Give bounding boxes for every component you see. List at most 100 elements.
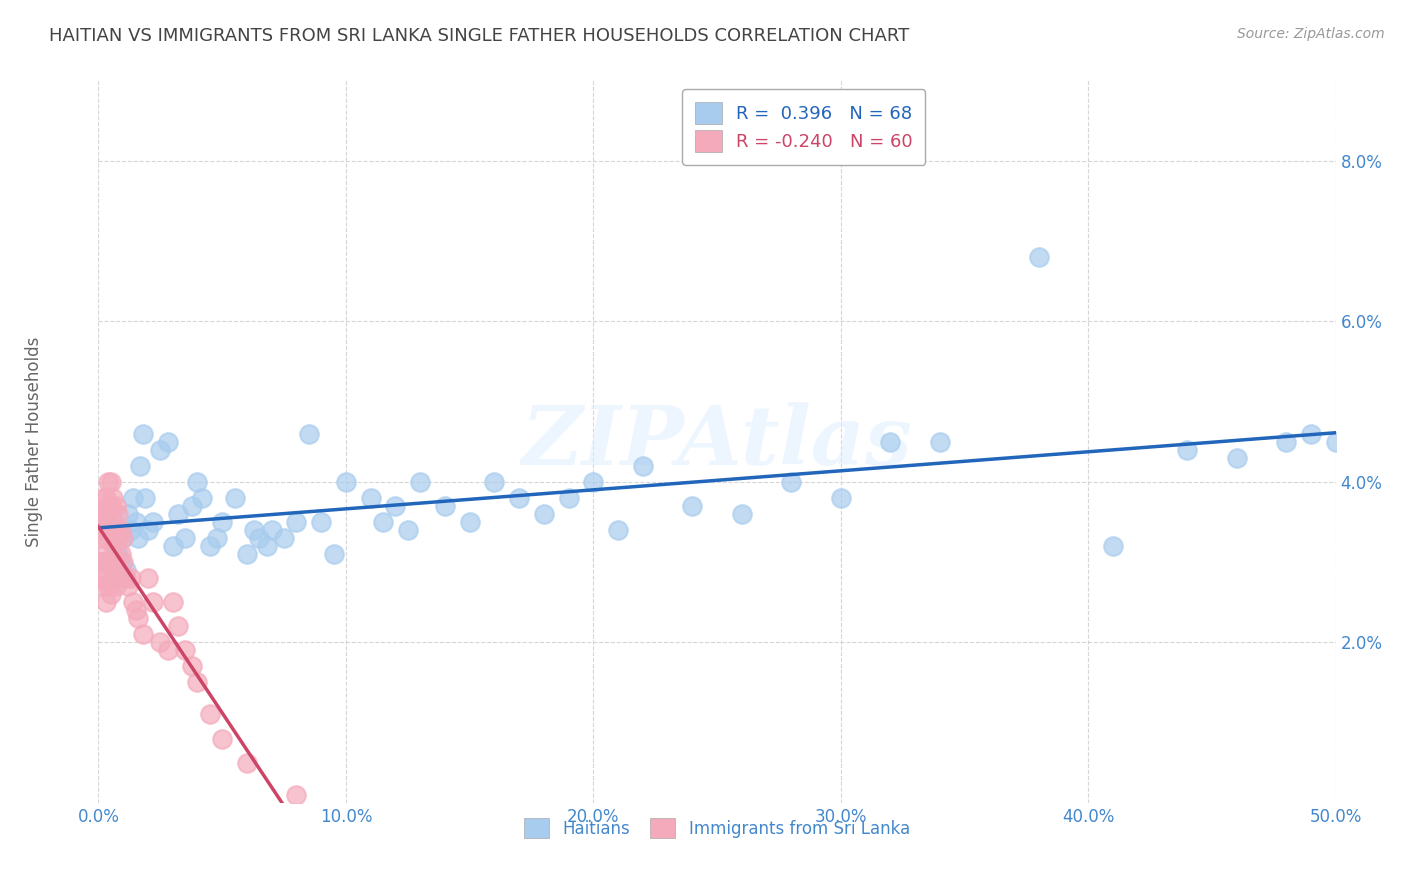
Point bbox=[371, 515, 394, 529]
Point bbox=[285, 788, 308, 802]
Point bbox=[631, 458, 654, 473]
Point bbox=[409, 475, 432, 489]
Point bbox=[142, 515, 165, 529]
Point bbox=[285, 515, 308, 529]
Point bbox=[110, 523, 132, 537]
Y-axis label: Single Father Households: Single Father Households bbox=[25, 336, 42, 547]
Point bbox=[94, 531, 117, 545]
Point bbox=[114, 571, 136, 585]
Point bbox=[120, 571, 142, 585]
Point bbox=[162, 595, 184, 609]
Point bbox=[830, 491, 852, 505]
Point bbox=[1226, 450, 1249, 465]
Point bbox=[731, 507, 754, 521]
Point bbox=[136, 523, 159, 537]
Point bbox=[93, 555, 115, 569]
Point bbox=[93, 555, 115, 569]
Point bbox=[360, 491, 382, 505]
Point bbox=[97, 523, 120, 537]
Point bbox=[132, 426, 155, 441]
Point bbox=[94, 491, 117, 505]
Point bbox=[149, 442, 172, 457]
Point bbox=[508, 491, 530, 505]
Point bbox=[174, 531, 197, 545]
Point bbox=[247, 531, 270, 545]
Point bbox=[1299, 426, 1322, 441]
Point bbox=[124, 603, 146, 617]
Point bbox=[107, 531, 129, 545]
Point bbox=[100, 475, 122, 489]
Point bbox=[93, 507, 115, 521]
Point bbox=[335, 475, 357, 489]
Point bbox=[273, 531, 295, 545]
Point bbox=[100, 587, 122, 601]
Point bbox=[181, 499, 204, 513]
Point bbox=[166, 507, 188, 521]
Point bbox=[94, 547, 117, 561]
Point bbox=[243, 523, 266, 537]
Point bbox=[162, 539, 184, 553]
Point bbox=[107, 507, 129, 521]
Point bbox=[94, 595, 117, 609]
Point bbox=[309, 515, 332, 529]
Point bbox=[122, 595, 145, 609]
Text: ZIPAtlas: ZIPAtlas bbox=[522, 401, 912, 482]
Point bbox=[104, 499, 127, 513]
Point bbox=[103, 515, 125, 529]
Point bbox=[484, 475, 506, 489]
Point bbox=[681, 499, 703, 513]
Point bbox=[191, 491, 214, 505]
Point bbox=[166, 619, 188, 633]
Point bbox=[100, 555, 122, 569]
Point bbox=[97, 555, 120, 569]
Point bbox=[224, 491, 246, 505]
Point bbox=[1028, 250, 1050, 264]
Point bbox=[260, 523, 283, 537]
Point bbox=[149, 635, 172, 649]
Point bbox=[104, 555, 127, 569]
Point bbox=[104, 523, 127, 537]
Point bbox=[198, 707, 221, 722]
Point bbox=[110, 555, 132, 569]
Point bbox=[236, 547, 259, 561]
Point bbox=[129, 458, 152, 473]
Point bbox=[110, 547, 132, 561]
Point bbox=[90, 555, 112, 569]
Point bbox=[90, 515, 112, 529]
Point bbox=[112, 531, 135, 545]
Point bbox=[104, 579, 127, 593]
Point bbox=[100, 499, 122, 513]
Point bbox=[90, 531, 112, 545]
Point bbox=[93, 579, 115, 593]
Point bbox=[1102, 539, 1125, 553]
Legend: Haitians, Immigrants from Sri Lanka: Haitians, Immigrants from Sri Lanka bbox=[517, 812, 917, 845]
Point bbox=[211, 515, 233, 529]
Point bbox=[94, 571, 117, 585]
Point bbox=[107, 563, 129, 577]
Point bbox=[122, 491, 145, 505]
Point bbox=[181, 659, 204, 673]
Point bbox=[117, 507, 139, 521]
Point bbox=[114, 563, 136, 577]
Point bbox=[1275, 434, 1298, 449]
Point bbox=[156, 434, 179, 449]
Point bbox=[198, 539, 221, 553]
Point bbox=[97, 579, 120, 593]
Point bbox=[103, 491, 125, 505]
Point bbox=[127, 611, 149, 625]
Point bbox=[134, 491, 156, 505]
Point bbox=[100, 523, 122, 537]
Point bbox=[93, 491, 115, 505]
Point bbox=[1175, 442, 1198, 457]
Point bbox=[103, 539, 125, 553]
Point bbox=[607, 523, 630, 537]
Point bbox=[136, 571, 159, 585]
Point bbox=[458, 515, 481, 529]
Text: Source: ZipAtlas.com: Source: ZipAtlas.com bbox=[1237, 27, 1385, 41]
Point bbox=[107, 547, 129, 561]
Point bbox=[103, 571, 125, 585]
Point bbox=[174, 643, 197, 657]
Point bbox=[104, 539, 127, 553]
Point bbox=[1324, 434, 1347, 449]
Point bbox=[117, 579, 139, 593]
